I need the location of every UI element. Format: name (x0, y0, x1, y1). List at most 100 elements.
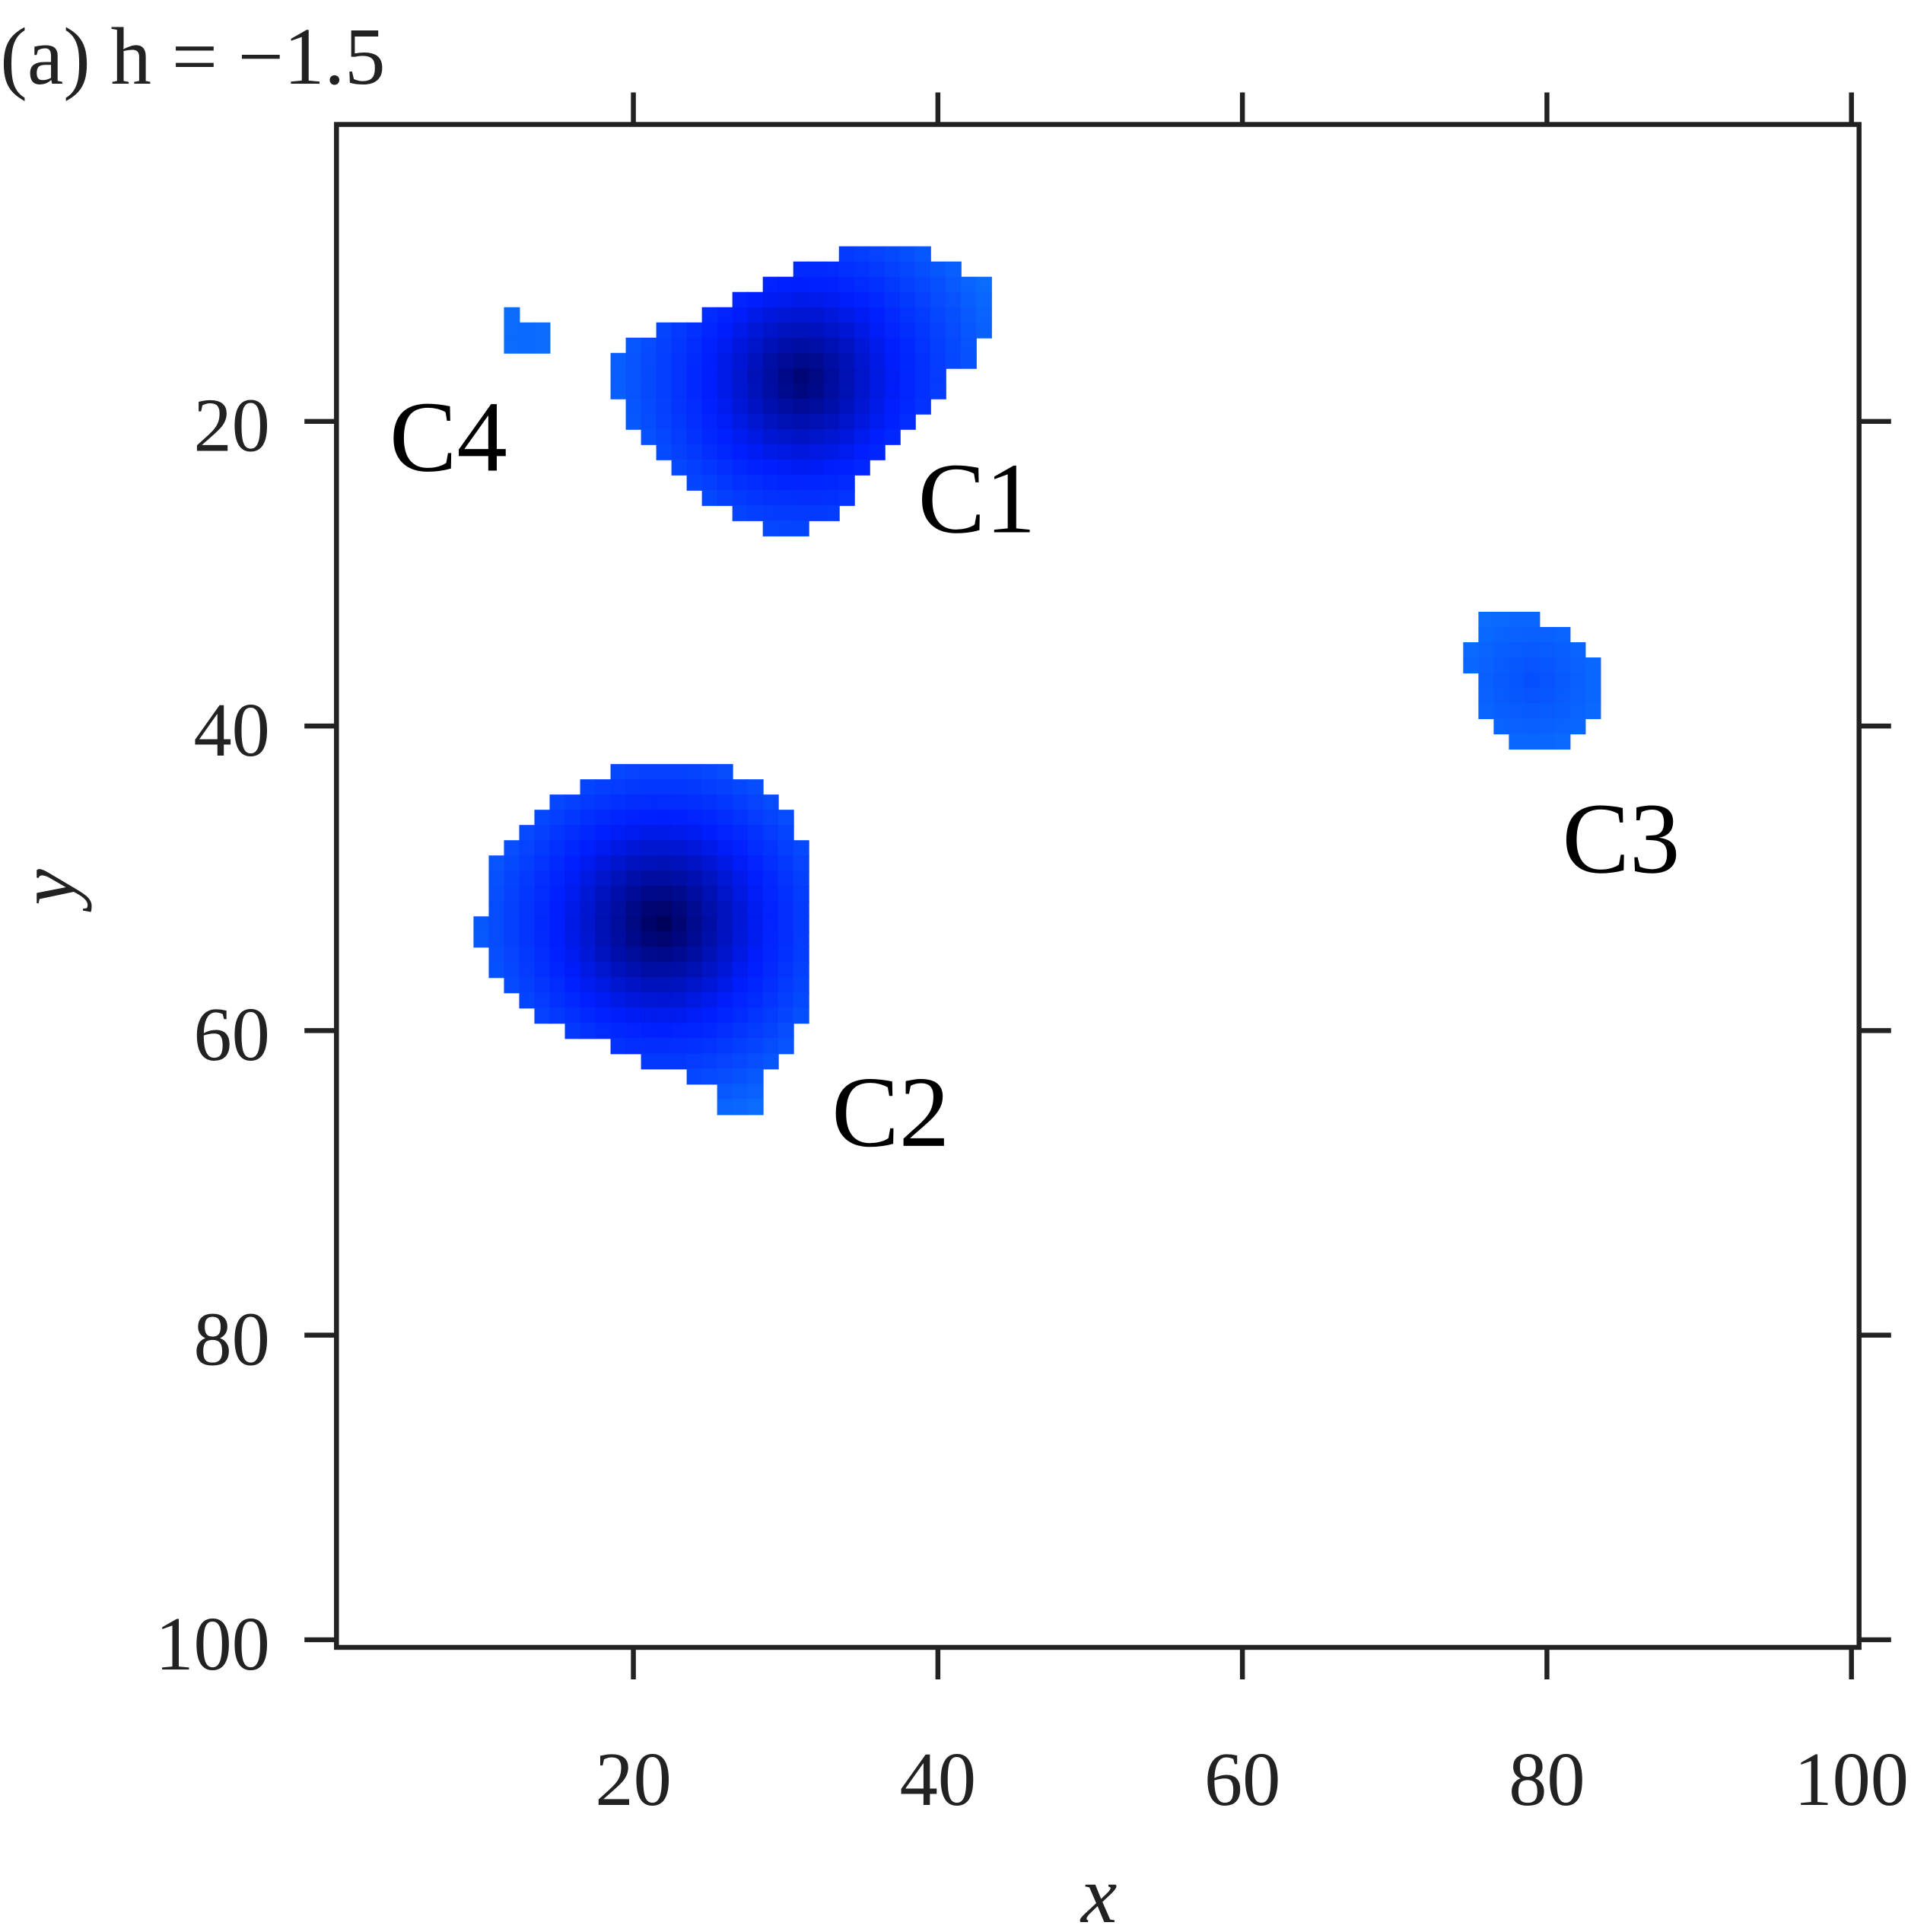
x-tick-label: 40 (900, 1737, 976, 1822)
cluster-row (610, 368, 946, 384)
cell (625, 368, 642, 384)
cell (610, 825, 627, 842)
cell (610, 916, 627, 933)
cell (519, 977, 536, 994)
cell (534, 322, 551, 339)
cell (686, 871, 703, 887)
cell (793, 307, 809, 323)
cell (793, 322, 809, 339)
cell (793, 428, 809, 445)
cluster-row (1478, 703, 1601, 720)
cell (564, 1023, 581, 1039)
cell (869, 444, 886, 460)
cluster-row (610, 764, 733, 781)
cell (899, 383, 916, 399)
cell (717, 307, 733, 323)
cell (595, 916, 612, 933)
cell (808, 504, 825, 521)
cell (732, 368, 749, 384)
cell (504, 307, 520, 323)
cell (717, 886, 733, 902)
cell (747, 504, 764, 521)
cell (762, 276, 779, 293)
cluster-row (580, 779, 764, 796)
cluster-row (641, 428, 901, 445)
cell (701, 947, 718, 963)
cluster-row (610, 383, 946, 399)
cell (595, 901, 612, 918)
cell (641, 947, 657, 963)
cell (564, 916, 581, 933)
cluster-row (473, 916, 809, 933)
cell (641, 352, 657, 369)
y-tick-label: 60 (193, 992, 269, 1077)
cell (641, 1038, 657, 1055)
cell (823, 383, 840, 399)
cell (1569, 657, 1586, 674)
cell (945, 291, 962, 308)
cell (625, 886, 642, 902)
cell (717, 1023, 733, 1039)
cell (1554, 657, 1571, 674)
cell (732, 1084, 749, 1100)
cell (747, 947, 764, 963)
cell (762, 947, 779, 963)
cell (762, 444, 779, 460)
cell (519, 962, 536, 979)
cell (793, 291, 809, 308)
cell (930, 261, 946, 278)
cell (671, 398, 688, 415)
cell (1569, 703, 1586, 720)
cell (838, 246, 855, 263)
cell (1493, 703, 1510, 720)
cell (732, 352, 749, 369)
cell (504, 931, 520, 948)
cell (564, 840, 581, 857)
cell (671, 428, 688, 445)
cell (686, 1007, 703, 1024)
cell (671, 977, 688, 994)
cell (945, 276, 962, 293)
cell (808, 413, 825, 430)
cell (671, 947, 688, 963)
cell (1569, 718, 1586, 735)
cell (504, 901, 520, 918)
cell (914, 383, 931, 399)
cell (838, 444, 855, 460)
cell (930, 291, 946, 308)
cell (793, 962, 809, 979)
cell (549, 977, 566, 994)
cell (656, 840, 673, 857)
cell (701, 444, 718, 460)
cell (777, 916, 794, 933)
cell (686, 962, 703, 979)
cluster-row (488, 947, 809, 963)
cell (762, 337, 779, 354)
cell (564, 901, 581, 918)
cell (1585, 673, 1601, 689)
cell (808, 368, 825, 384)
cell (732, 474, 749, 491)
y-tick-label: 100 (155, 1602, 270, 1686)
cell (504, 871, 520, 887)
cluster-row (625, 398, 931, 415)
cluster-row (504, 307, 520, 323)
cell (777, 825, 794, 842)
cell (610, 977, 627, 994)
cell (1509, 657, 1525, 674)
cell (732, 307, 749, 323)
cell (1524, 718, 1541, 735)
cell (762, 307, 779, 323)
cell (610, 931, 627, 948)
cell (595, 825, 612, 842)
cell (747, 1068, 764, 1085)
cell (762, 901, 779, 918)
cell (747, 383, 764, 399)
cell (595, 810, 612, 826)
cell (580, 947, 596, 963)
cell (641, 871, 657, 887)
cell (823, 337, 840, 354)
cell (686, 901, 703, 918)
cell (595, 871, 612, 887)
cell (747, 1053, 764, 1070)
